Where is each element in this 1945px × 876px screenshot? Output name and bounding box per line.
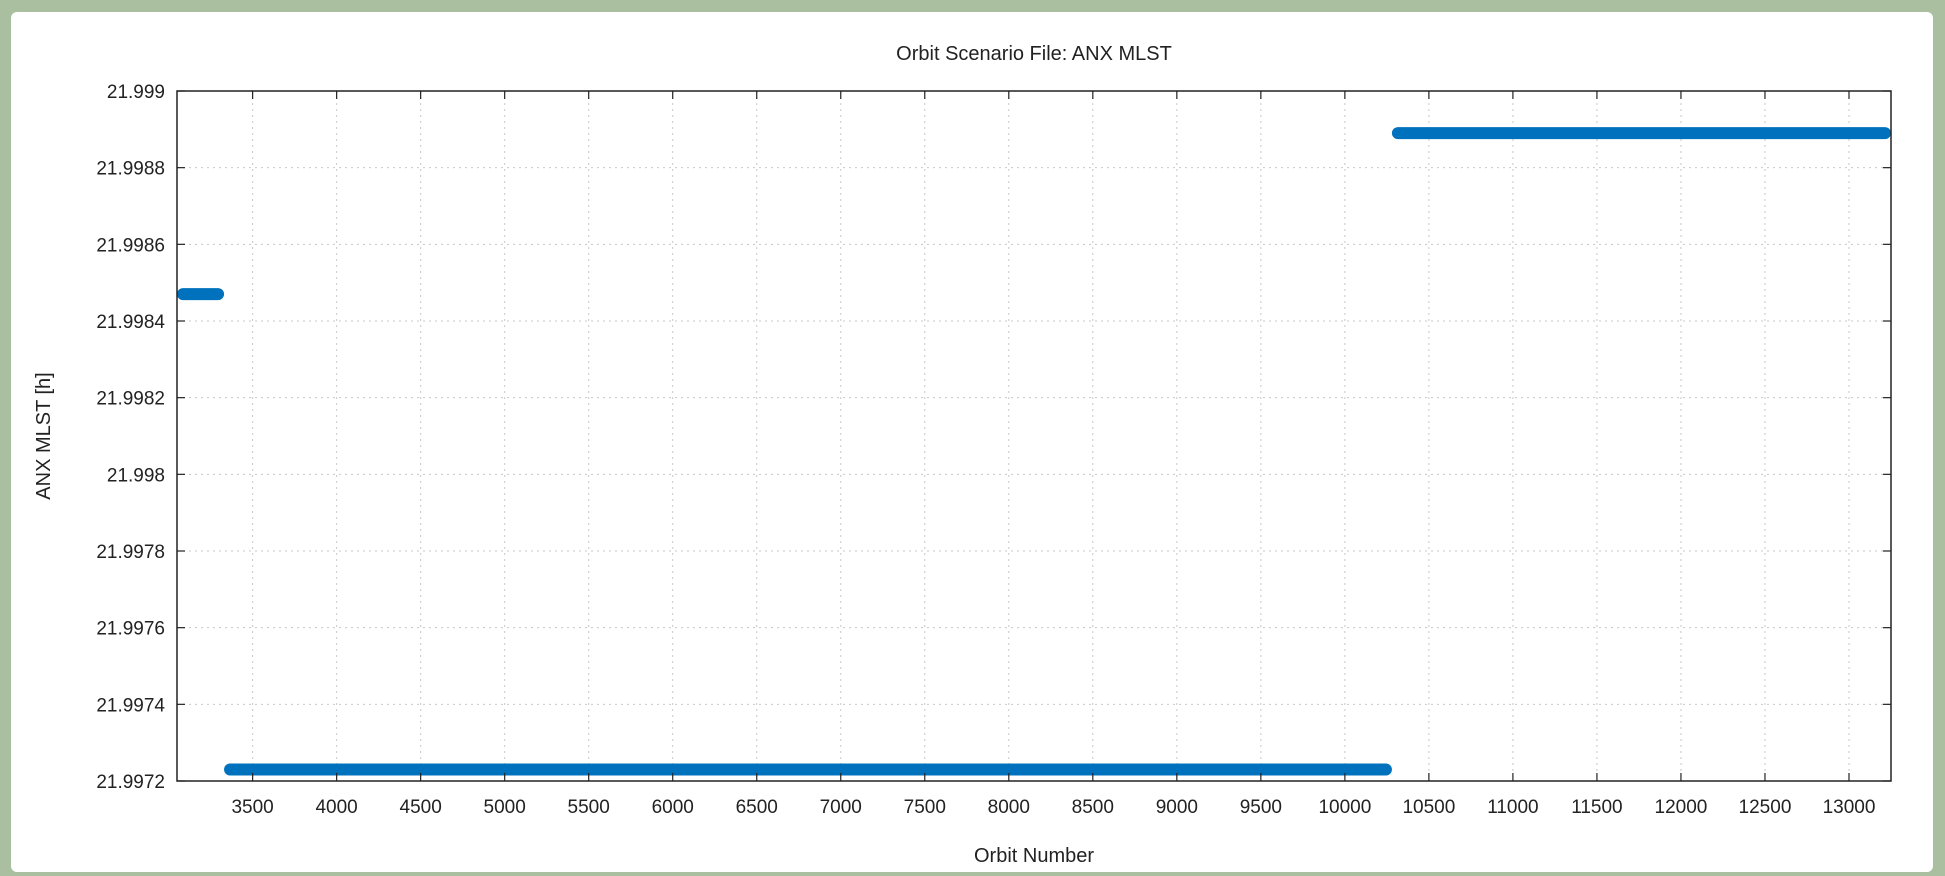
x-tick-label: 11000 xyxy=(1487,797,1538,818)
x-tick-label: 4000 xyxy=(315,797,357,818)
y-tick-label: 21.998 xyxy=(107,465,165,486)
y-tick-label: 21.9974 xyxy=(96,695,165,716)
x-tick-label: 9000 xyxy=(1156,797,1198,818)
plot-area-frame xyxy=(176,90,1892,782)
x-tick-label: 7000 xyxy=(820,797,862,818)
x-axis-title: Orbit Number xyxy=(974,845,1094,867)
x-tick-label: 12000 xyxy=(1655,797,1708,818)
x-tick-label: 7500 xyxy=(904,797,946,818)
chart-panel: Orbit Scenario File: ANX MLST Orbit Numb… xyxy=(11,12,1933,872)
x-tick-label: 9500 xyxy=(1240,797,1282,818)
x-tick-label: 8000 xyxy=(988,797,1030,818)
x-tick-label: 10000 xyxy=(1318,797,1371,818)
y-tick-label: 21.9978 xyxy=(96,542,165,563)
x-tick-label: 6500 xyxy=(736,797,778,818)
y-tick-label: 21.9982 xyxy=(96,389,165,410)
x-tick-label: 13000 xyxy=(1823,797,1876,818)
y-axis-ticks: 21.9972 21.9974 21.9976 21.9978 21.998 21.998… xyxy=(96,82,1891,793)
x-tick-label: 5000 xyxy=(484,797,526,818)
y-tick-label: 21.9986 xyxy=(96,235,165,256)
y-tick-label: 21.9984 xyxy=(96,312,165,333)
chart-svg: Orbit Scenario File: ANX MLST Orbit Numb… xyxy=(33,43,1892,867)
x-tick-label: 6000 xyxy=(652,797,694,818)
y-tick-label: 21.9976 xyxy=(96,619,165,640)
y-tick-label: 21.9988 xyxy=(96,159,165,180)
x-tick-label: 10500 xyxy=(1402,797,1455,818)
x-tick-label: 5500 xyxy=(568,797,610,818)
y-tick-label: 21.9972 xyxy=(96,772,165,793)
x-tick-label: 3500 xyxy=(231,797,273,818)
y-axis-title: ANX MLST [h] xyxy=(33,372,55,499)
y-tick-label: 21.999 xyxy=(107,82,165,103)
x-axis-ticks: 3500 4000 4500 5000 5500 6000 6500 7000 7500 8000… xyxy=(231,91,1875,818)
x-tick-label: 12500 xyxy=(1739,797,1792,818)
x-tick-label: 8500 xyxy=(1072,797,1114,818)
x-tick-label: 4500 xyxy=(400,797,442,818)
x-tick-label: 11500 xyxy=(1571,797,1622,818)
series-line xyxy=(177,127,1891,776)
grid-lines xyxy=(177,90,1891,782)
chart-title: Orbit Scenario File: ANX MLST xyxy=(896,43,1172,65)
